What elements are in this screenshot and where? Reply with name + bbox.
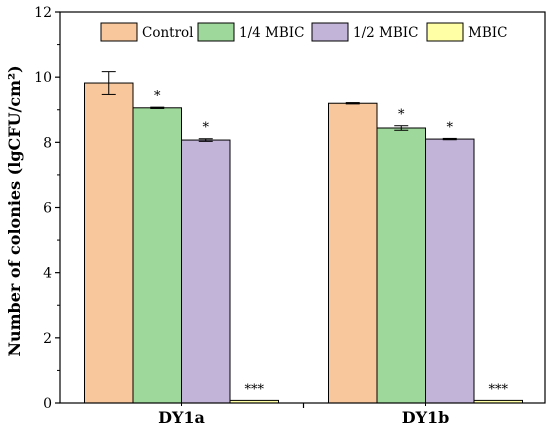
error-bars-layer	[101, 71, 457, 142]
legend-label-3: MBIC	[468, 25, 507, 41]
axes-layer: 0 2 4 6 8 10 12 DY1a DY1b	[34, 5, 546, 427]
bar-dy1b-0	[328, 102, 378, 404]
significance-mark-dy1a-1: *	[154, 89, 161, 104]
legend-swatch-3	[426, 22, 464, 42]
bar-dy1a-0	[84, 82, 134, 404]
legend: Control 1/4 MBIC 1/2 MBIC MBIC	[100, 22, 507, 42]
bars-layer	[84, 82, 523, 404]
significance-mark-dy1b-3: ***	[489, 382, 509, 397]
bar-dy1a-2	[181, 139, 231, 404]
significance-mark-dy1a-2: *	[203, 121, 210, 136]
y-tick-label-0: 0	[43, 396, 52, 412]
legend-swatch-2	[311, 22, 349, 42]
bar-dy1b-1	[376, 127, 426, 404]
significance-mark-dy1a-3: ***	[245, 382, 265, 397]
y-tick-label-8: 8	[43, 135, 52, 151]
y-tick-label-12: 12	[34, 5, 52, 21]
y-tick-label-2: 2	[43, 331, 52, 347]
significance-mark-dy1b-1: *	[398, 108, 405, 123]
significance-mark-dy1b-2: *	[447, 120, 454, 135]
y-tick-label-4: 4	[43, 266, 52, 282]
y-axis-label: Number of colonies (lgCFU/cm²)	[5, 65, 24, 356]
significance-layer: **********	[154, 89, 509, 397]
legend-swatch-1	[197, 22, 235, 42]
x-category-label-dy1b: DY1b	[402, 408, 450, 427]
bar-dy1a-1	[132, 107, 182, 404]
legend-label-0: Control	[142, 25, 193, 41]
legend-swatch-0	[100, 22, 138, 42]
bar-dy1b-2	[425, 138, 475, 404]
x-category-label-dy1a: DY1a	[158, 408, 205, 427]
y-tick-label-10: 10	[34, 70, 52, 86]
legend-label-1: 1/4 MBIC	[239, 25, 304, 41]
legend-label-2: 1/2 MBIC	[353, 25, 418, 41]
y-tick-label-6: 6	[43, 201, 52, 217]
